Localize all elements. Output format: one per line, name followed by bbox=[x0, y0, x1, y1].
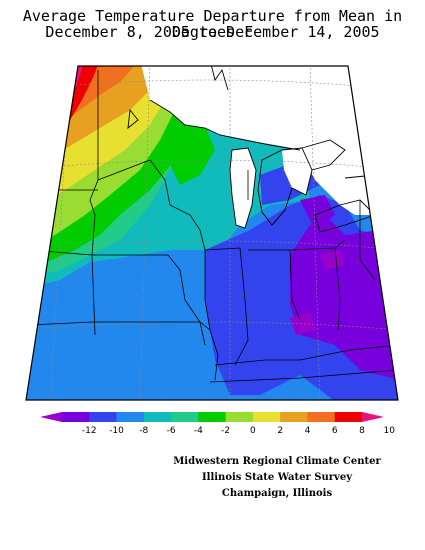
legend-swatch bbox=[198, 412, 227, 422]
map-title-line-1: Average Temperature Departure from Mean … bbox=[22, 7, 403, 41]
legend-swatch bbox=[62, 412, 90, 422]
map-frame bbox=[25, 65, 399, 401]
credit-line-3: Champaign, Illinois bbox=[221, 488, 333, 499]
legend-swatch bbox=[143, 412, 172, 422]
legend-tick-label: -2 bbox=[221, 426, 230, 436]
legend-tick-label: 6 bbox=[332, 426, 338, 436]
legend-tick-label: -6 bbox=[167, 426, 176, 436]
legend-swatch bbox=[171, 412, 199, 422]
legend-tick-label: -10 bbox=[109, 426, 124, 436]
legend-swatch bbox=[280, 412, 308, 422]
legend-tick-label: 4 bbox=[305, 426, 311, 436]
legend-swatch bbox=[116, 412, 145, 422]
legend-swatch bbox=[252, 412, 281, 422]
legend-tick-label: 10 bbox=[384, 426, 396, 436]
map-title-line-2: December 8, 2005 to December 14, 2005 bbox=[45, 23, 380, 41]
legend-tick-label: -8 bbox=[139, 426, 148, 436]
contour-fill bbox=[26, 66, 398, 400]
graticule bbox=[26, 66, 398, 400]
legend-swatch bbox=[307, 412, 336, 422]
legend-tick-label: -12 bbox=[82, 426, 97, 436]
legend-tick-label: 2 bbox=[277, 426, 283, 436]
legend-tick-label: -4 bbox=[194, 426, 203, 436]
legend-tick-label: 8 bbox=[359, 426, 365, 436]
legend-swatch bbox=[334, 412, 363, 422]
credit-line-2: Illinois State Water Survey bbox=[201, 472, 353, 483]
color-legend: -12 -10 -8 -6 -4 -2 0 2 4 6 8 10 bbox=[40, 412, 395, 436]
legend-arrow-low bbox=[40, 412, 62, 422]
credit-line-1: Midwestern Regional Climate Center bbox=[173, 456, 381, 467]
legend-arrow-high bbox=[362, 412, 384, 422]
legend-swatch bbox=[89, 412, 118, 422]
legend-swatch bbox=[225, 412, 254, 422]
state-boundaries bbox=[29, 70, 398, 383]
legend-tick-label: 0 bbox=[250, 426, 256, 436]
